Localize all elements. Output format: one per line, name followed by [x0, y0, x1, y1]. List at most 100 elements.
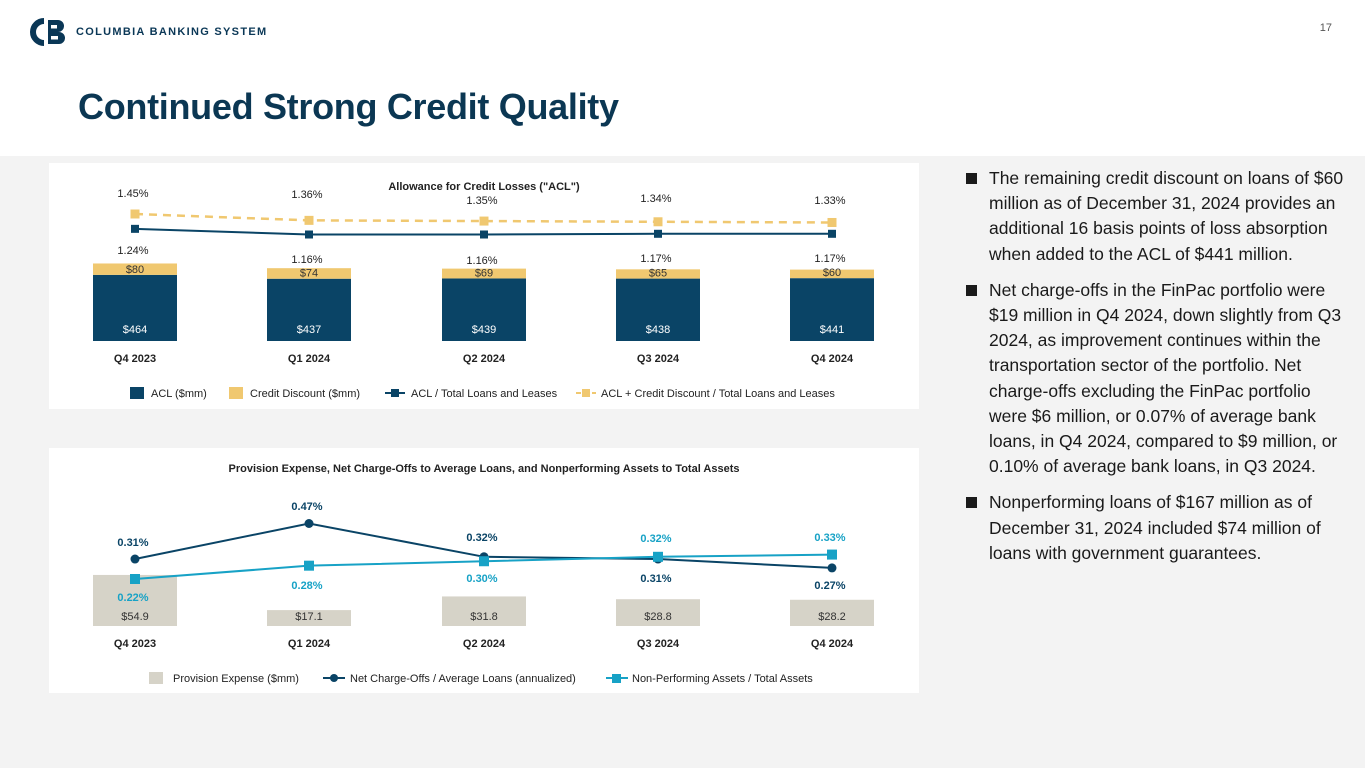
logo: COLUMBIA BANKING SYSTEM [26, 17, 267, 47]
bullet-item: The remaining credit discount on loans o… [965, 166, 1345, 267]
provision-bar-label: $28.2 [818, 611, 846, 623]
legend-acl-label: ACL ($mm) [151, 388, 207, 400]
npa-marker [479, 556, 489, 567]
credit-discount-bar [616, 269, 700, 279]
x-tick-label: Q3 2024 [637, 353, 680, 365]
x-tick-label: Q1 2024 [288, 353, 331, 365]
acl-ratio-marker [654, 229, 662, 238]
legend-acl-ratio-label: ACL / Total Loans and Leases [411, 388, 558, 400]
acl-discount-ratio-label: 1.33% [814, 195, 845, 207]
npa-label: 0.28% [291, 580, 322, 592]
credit-discount-bar [93, 263, 177, 275]
acl-bar [616, 278, 700, 341]
legend-discount-label: Credit Discount ($mm) [250, 388, 360, 400]
acl-bar-label: $439 [472, 324, 496, 336]
provision-bar [442, 596, 526, 626]
square-bullet-icon [966, 284, 977, 296]
bullet-text: Net charge-offs in the FinPac portfolio … [989, 279, 1342, 477]
acl-ratio-label: 1.16% [291, 254, 322, 266]
acl-discount-ratio-marker [827, 217, 837, 227]
acl-discount-ratio-label: 1.45% [117, 188, 148, 200]
x-tick-label: Q4 2023 [114, 638, 156, 650]
acl-discount-ratio-marker [304, 215, 314, 225]
square-bullet-icon [966, 497, 977, 509]
acl-bar [93, 274, 177, 341]
provision-bar-label: $17.1 [295, 611, 323, 623]
bullet-list: The remaining credit discount on loans o… [965, 166, 1345, 577]
square-bullet-icon [966, 173, 977, 184]
acl-ratio-marker [131, 224, 139, 233]
header-area [0, 0, 1365, 156]
legend-discount-swatch [229, 387, 243, 399]
npa-label: 0.33% [814, 532, 845, 544]
provision-bar [616, 599, 700, 626]
acl-bar-label: $464 [123, 324, 147, 336]
discount-bar-label: $69 [475, 267, 493, 279]
acl-bar [267, 278, 351, 341]
acl-discount-ratio-label: 1.34% [640, 193, 671, 205]
credit-discount-bar [267, 268, 351, 279]
acl-discount-ratio-marker [653, 217, 663, 227]
nco-label: 0.27% [814, 580, 845, 592]
acl-ratio-label: 1.24% [117, 245, 148, 257]
provision-bar [267, 610, 351, 626]
legend-acl-discount-ratio-marker [582, 389, 590, 397]
x-tick-label: Q1 2024 [288, 638, 331, 650]
acl-discount-ratio-line [134, 212, 833, 224]
provision-bar [790, 599, 874, 626]
nco-label: 0.31% [117, 537, 148, 549]
legend-nco-marker [330, 674, 338, 682]
npa-label: 0.22% [117, 592, 148, 604]
provision-bar-label: $28.8 [644, 611, 672, 623]
bullet-text: Nonperforming loans of $167 million as o… [989, 492, 1321, 563]
provision-bar-label: $31.8 [470, 611, 498, 623]
acl-discount-ratio-label: 1.35% [466, 195, 497, 207]
npa-label: 0.30% [466, 573, 497, 585]
page-title: Continued Strong Credit Quality [78, 86, 619, 127]
credit-discount-bar [790, 269, 874, 279]
legend-npa-marker [612, 674, 621, 683]
bullet-item: Nonperforming loans of $167 million as o… [965, 490, 1345, 566]
acl-chart-panel: Allowance for Credit Losses ("ACL") $464 $… [49, 163, 919, 409]
acl-ratio-label: 1.17% [814, 253, 845, 265]
logo-text: COLUMBIA BANKING SYSTEM [76, 26, 268, 38]
acl-bar-label: $441 [820, 324, 844, 336]
discount-bar-label: $74 [300, 268, 318, 280]
discount-bar-label: $60 [823, 267, 841, 279]
discount-bar-label: $65 [649, 268, 667, 280]
acl-discount-ratio-marker [130, 209, 140, 219]
nco-marker [304, 519, 314, 528]
bullet-text: The remaining credit discount on loans o… [989, 168, 1344, 264]
acl-ratio-label: 1.17% [640, 253, 671, 265]
acl-bar-label: $437 [297, 324, 321, 336]
x-tick-label: Q4 2023 [114, 353, 156, 365]
acl-ratio-marker [828, 229, 836, 238]
x-tick-label: Q4 2024 [811, 353, 854, 365]
npa-marker [304, 560, 314, 571]
acl-ratio-label: 1.16% [466, 255, 497, 267]
acl-bar-label: $438 [646, 324, 670, 336]
chart-title: Provision Expense, Net Charge-Offs to Av… [229, 463, 740, 475]
chart-title: Allowance for Credit Losses ("ACL") [388, 181, 580, 193]
nco-label: 0.31% [640, 573, 671, 585]
legend-acl-discount-ratio-label: ACL + Credit Discount / Total Loans and … [601, 388, 835, 400]
nco-marker [827, 563, 837, 573]
acl-ratio-marker [305, 230, 313, 239]
provision-chart: Provision Expense, Net Charge-Offs to Av… [93, 463, 874, 685]
npa-marker [130, 574, 140, 584]
legend-acl-swatch [130, 387, 144, 399]
legend-nco-label: Net Charge-Offs / Average Loans (annuali… [350, 673, 576, 685]
discount-bar-label: $80 [126, 264, 144, 276]
credit-discount-bar [442, 268, 526, 279]
provision-chart-panel: Provision Expense, Net Charge-Offs to Av… [49, 448, 919, 693]
legend-acl-ratio-marker [391, 389, 399, 397]
npa-marker [653, 551, 663, 562]
legend-npa-label: Non-Performing Assets / Total Assets [632, 673, 813, 685]
acl-chart: Allowance for Credit Losses ("ACL") $464 $… [93, 181, 874, 400]
legend-provision-label: Provision Expense ($mm) [173, 673, 299, 685]
acl-discount-ratio-label: 1.36% [291, 189, 322, 201]
legend-provision-swatch [149, 672, 163, 684]
npa-label: 0.32% [640, 533, 671, 545]
nco-marker [130, 554, 140, 564]
provision-bar-label: $54.9 [121, 611, 149, 623]
